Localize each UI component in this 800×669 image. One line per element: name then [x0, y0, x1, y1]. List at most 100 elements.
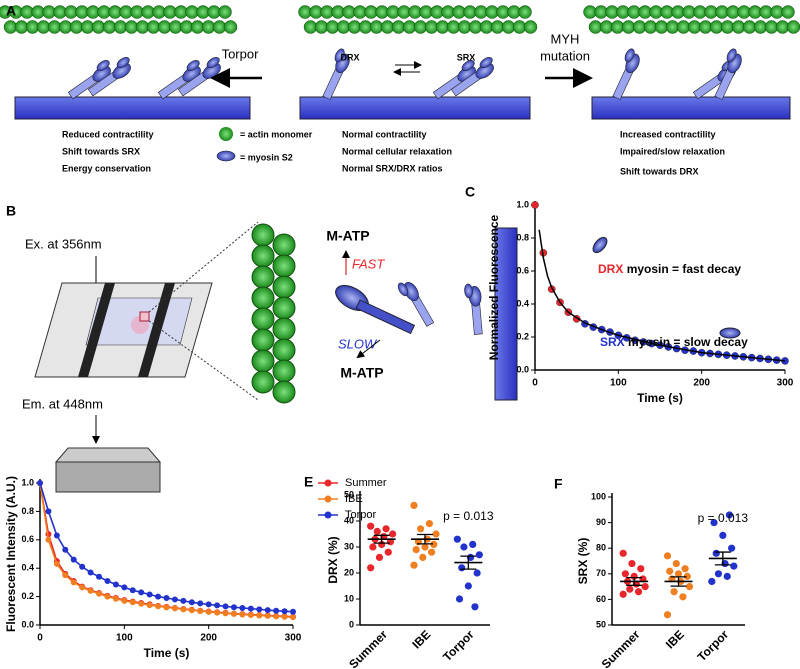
point — [369, 543, 377, 551]
y-tick-label: 20 — [344, 567, 354, 577]
point — [96, 590, 103, 597]
myosin — [397, 282, 435, 327]
myosin-head — [464, 283, 473, 299]
label: M-ATP — [340, 365, 383, 381]
point — [121, 584, 128, 591]
legend-icon — [216, 150, 236, 162]
myosin-head — [96, 60, 110, 71]
point — [53, 532, 60, 539]
legend-label: IBE — [345, 493, 363, 505]
point — [222, 610, 229, 617]
point — [62, 572, 69, 579]
y-tick-label: 60 — [596, 594, 606, 604]
point — [453, 535, 461, 543]
actin — [786, 20, 800, 34]
point — [714, 570, 723, 578]
point — [45, 536, 52, 543]
annotation: p = 0.013 — [443, 509, 494, 523]
point — [104, 593, 111, 600]
myosin-head — [726, 48, 737, 63]
actin — [251, 328, 275, 352]
point — [469, 540, 477, 549]
point — [670, 588, 678, 596]
myosin — [464, 283, 483, 335]
actin — [251, 370, 275, 394]
note: Reduced contractility — [62, 129, 154, 139]
y-tick-label: 0.2 — [21, 591, 34, 601]
point — [637, 565, 645, 573]
y-tick-label: 0.0 — [516, 364, 529, 374]
point — [419, 553, 427, 562]
point — [730, 562, 738, 570]
point — [410, 501, 418, 509]
x-tick-label: 200 — [200, 633, 217, 644]
annotation-text: myosin = fast decay — [627, 262, 742, 276]
point — [621, 570, 629, 578]
point — [96, 573, 103, 580]
actin — [272, 317, 296, 341]
detector — [55, 461, 161, 493]
label: FAST — [352, 256, 385, 271]
actin — [523, 20, 538, 34]
decoration — [0, 5, 800, 404]
actin — [251, 265, 275, 289]
actin — [272, 275, 296, 299]
annotation: SRX myosin = slow decay — [600, 335, 748, 349]
x-tick-label: Summer — [346, 627, 390, 669]
actin — [518, 5, 532, 19]
state-label: SRX — [457, 52, 476, 62]
legend-marker — [324, 511, 332, 519]
point — [460, 543, 468, 551]
point — [129, 587, 136, 594]
y-tick-label: 10 — [344, 593, 354, 603]
y-tick-label: 90 — [596, 517, 606, 527]
myosin-head — [186, 60, 200, 71]
annotation-text: myosin = slow decay — [628, 335, 748, 349]
point — [708, 577, 716, 586]
y-tick-label: 50 — [344, 489, 354, 499]
error-bar — [460, 555, 477, 570]
x-tick-label: 0 — [532, 378, 538, 389]
point — [417, 525, 425, 533]
y-tick-label: 0.6 — [516, 265, 529, 275]
point — [619, 549, 627, 557]
note: Shift towards SRX — [62, 146, 140, 156]
point — [421, 543, 429, 551]
point — [197, 600, 204, 607]
note: Energy conservation — [62, 163, 151, 173]
point — [679, 593, 687, 601]
point — [367, 522, 375, 530]
point — [683, 572, 691, 580]
note: Normal cellular relaxation — [342, 146, 452, 156]
y-axis-label: Fluorescent Intensity (A.U.) — [4, 476, 18, 632]
myosin-head — [116, 57, 130, 68]
point — [247, 612, 254, 619]
error-bar — [714, 551, 731, 566]
point — [79, 584, 86, 591]
point — [458, 564, 466, 572]
point — [214, 609, 221, 616]
annotation-highlight: DRX — [598, 262, 623, 276]
myosin — [612, 48, 640, 100]
point — [37, 480, 43, 486]
y-tick-label: 70 — [596, 568, 606, 578]
point — [129, 599, 136, 606]
actin — [272, 296, 296, 320]
legend-icon — [219, 127, 233, 141]
point — [663, 552, 672, 560]
panel-label: B — [6, 203, 16, 219]
x-tick-label: 300 — [777, 378, 794, 389]
point — [432, 530, 440, 538]
point — [104, 577, 111, 584]
legend-marker — [324, 495, 332, 503]
actin — [272, 254, 296, 278]
point — [239, 611, 246, 618]
actin — [251, 286, 275, 310]
point — [367, 564, 375, 572]
actin — [251, 244, 275, 268]
myosin-lever — [355, 299, 416, 335]
note: Increased contractility — [620, 129, 716, 139]
point — [87, 587, 94, 594]
y-tick-label: 1.0 — [21, 477, 34, 487]
myosin — [714, 48, 742, 100]
